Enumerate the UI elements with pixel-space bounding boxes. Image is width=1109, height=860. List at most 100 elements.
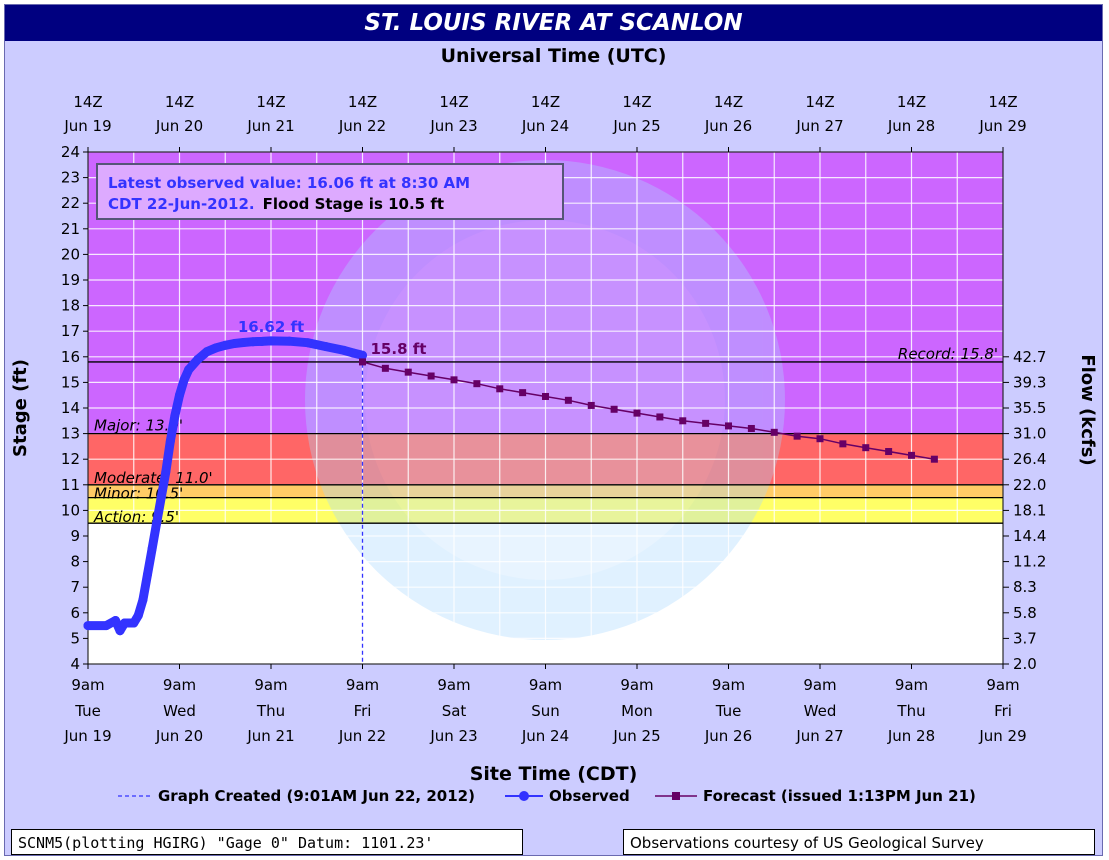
observed-point: [83, 621, 93, 631]
x-bottom-tick-date: Jun 21: [246, 727, 294, 745]
y2-tick-label: 11.2: [1013, 553, 1046, 571]
forecast-point: [633, 409, 641, 417]
observed-point: [202, 347, 212, 357]
y2-tick-label: 14.4: [1013, 527, 1046, 545]
x-bottom-tick-time: 9am: [163, 676, 196, 694]
flow-axis: 2.0 3.7 5.8 8.3 11.2 14.4 18.1 22.0 26.4 31.0 35.5…: [1003, 348, 1098, 673]
observed-point: [339, 345, 349, 355]
latest-value-box: Latest observed value: 16.06 ft at 8:30 …: [96, 163, 564, 220]
threshold-label: Major: 13.0': [94, 417, 183, 435]
forecast-point: [427, 372, 435, 380]
bottom-axis-title: Site Time (CDT): [469, 763, 638, 785]
y-tick-label: 17: [61, 322, 80, 340]
observed-point: [284, 336, 294, 346]
top-axis-title: Universal Time (UTC): [440, 45, 667, 67]
y-tick-label: 9: [70, 527, 80, 545]
legend-observed-swatch-dot: [519, 791, 529, 801]
observed-point: [239, 337, 249, 347]
x-bottom-tick-day: Fri: [354, 702, 372, 720]
threshold-label: Record: 15.8': [898, 345, 998, 363]
observed-point: [193, 354, 203, 364]
x-bottom-tick-day: Tue: [74, 702, 101, 720]
y2-tick-label: 18.1: [1013, 501, 1046, 519]
y-tick-label: 16: [61, 348, 80, 366]
y-tick-label: 18: [61, 297, 80, 315]
legend-created-label: Graph Created (9:01AM Jun 22, 2012): [158, 787, 475, 805]
series-group: 16.62 ft 15.8 ft: [83, 318, 938, 664]
y2-tick-label: 31.0: [1013, 425, 1046, 443]
observed-point: [175, 390, 184, 400]
x-bottom-tick-date: Jun 22: [338, 727, 386, 745]
observed-point: [303, 338, 313, 348]
x-top-tick-date: Jun 25: [612, 117, 660, 135]
forecast-start-label: 15.8 ft: [371, 340, 427, 358]
observed-point: [257, 336, 267, 346]
x-bottom-tick-time: 9am: [71, 676, 104, 694]
observed-point: [147, 544, 157, 554]
y-tick-label: 23: [61, 169, 80, 187]
x-top-tick-date: Jun 20: [155, 117, 203, 135]
stage-axis: 4 5 6 7 8 9 10 11 12 13 14 15 16 17 18 19 20 21 22 23 24 Stag…: [10, 143, 88, 673]
x-top-tick-label: 14Z: [897, 93, 926, 111]
info-box-frame: [96, 163, 564, 220]
x-bottom-tick-day: Wed: [804, 702, 837, 720]
utc-axis: 14Z Jun 19 14Z Jun 20 14Z Jun 21 14Z Jun 22 14Z J…: [63, 93, 1027, 152]
x-top-tick-date: Jun 26: [704, 117, 752, 135]
x-bottom-tick-day: Tue: [715, 702, 742, 720]
observed-point: [110, 615, 120, 625]
y-tick-label: 14: [61, 399, 80, 417]
x-bottom-tick-date: Jun 24: [521, 727, 569, 745]
observed-point: [152, 518, 162, 528]
forecast-point: [770, 428, 778, 436]
observed-point: [348, 348, 358, 358]
observed-point: [179, 375, 189, 385]
legend-observed-label: Observed: [549, 787, 630, 805]
y2-tick-label: 3.7: [1013, 629, 1037, 647]
forecast-point: [610, 405, 618, 413]
x-top-tick-label: 14Z: [256, 93, 285, 111]
y-tick-label: 21: [61, 220, 80, 238]
observed-point: [156, 493, 166, 503]
observed-point: [248, 337, 258, 347]
observed-point: [142, 569, 152, 579]
x-bottom-tick-day: Sun: [531, 702, 560, 720]
forecast-point: [473, 380, 481, 388]
x-bottom-tick-time: 9am: [986, 676, 1019, 694]
chart-title: ST. LOUIS RIVER AT SCANLON: [5, 5, 1102, 41]
observed-point: [138, 595, 148, 605]
x-bottom-tick-day: Mon: [621, 702, 653, 720]
x-top-tick-label: 14Z: [714, 93, 743, 111]
x-bottom-tick-date: Jun 19: [63, 727, 111, 745]
x-top-tick-date: Jun 27: [795, 117, 843, 135]
forecast-point: [747, 424, 755, 432]
x-top-tick-date: Jun 24: [521, 117, 569, 135]
y-tick-label: 5: [70, 629, 80, 647]
forecast-point: [542, 392, 549, 400]
x-top-tick-date: Jun 21: [246, 117, 294, 135]
x-bottom-tick-date: Jun 26: [704, 727, 752, 745]
x-top-tick-date: Jun 23: [429, 117, 477, 135]
forecast-series-line: [362, 361, 935, 460]
y-tick-label: 6: [70, 604, 80, 622]
forecast-point: [404, 368, 412, 376]
x-top-tick-label: 14Z: [439, 93, 468, 111]
x-bottom-tick-time: 9am: [346, 676, 379, 694]
x-top-tick-label: 14Z: [622, 93, 651, 111]
observed-point: [101, 621, 111, 631]
observed-point: [170, 411, 180, 421]
forecast-point: [930, 455, 938, 463]
x-bottom-tick-date: Jun 27: [795, 727, 843, 745]
observed-point: [120, 618, 130, 628]
cdt-axis: 9am Tue Jun 19 9am Wed Jun 20 9am Thu Jun 21 9am F…: [63, 664, 1027, 745]
observed-peak-label: 16.62 ft: [238, 318, 304, 336]
legend: Graph Created (9:01AM Jun 22, 2012) Obser…: [118, 787, 976, 805]
forecast-point: [359, 358, 366, 366]
x-bottom-tick-time: 9am: [254, 676, 287, 694]
x-bottom-tick-time: 9am: [895, 676, 928, 694]
y2-tick-label: 5.8: [1013, 604, 1037, 622]
y2-tick-label: 39.3: [1013, 373, 1046, 391]
threshold-label: Moderate: 11.0': [94, 469, 213, 487]
x-top-tick-label: 14Z: [73, 93, 102, 111]
info-line-2b: Flood Stage is 10.5 ft: [263, 195, 444, 213]
